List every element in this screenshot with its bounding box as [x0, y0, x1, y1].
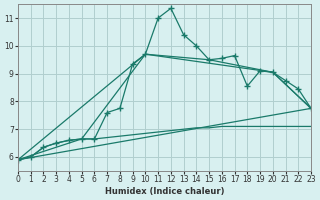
X-axis label: Humidex (Indice chaleur): Humidex (Indice chaleur) — [105, 187, 224, 196]
